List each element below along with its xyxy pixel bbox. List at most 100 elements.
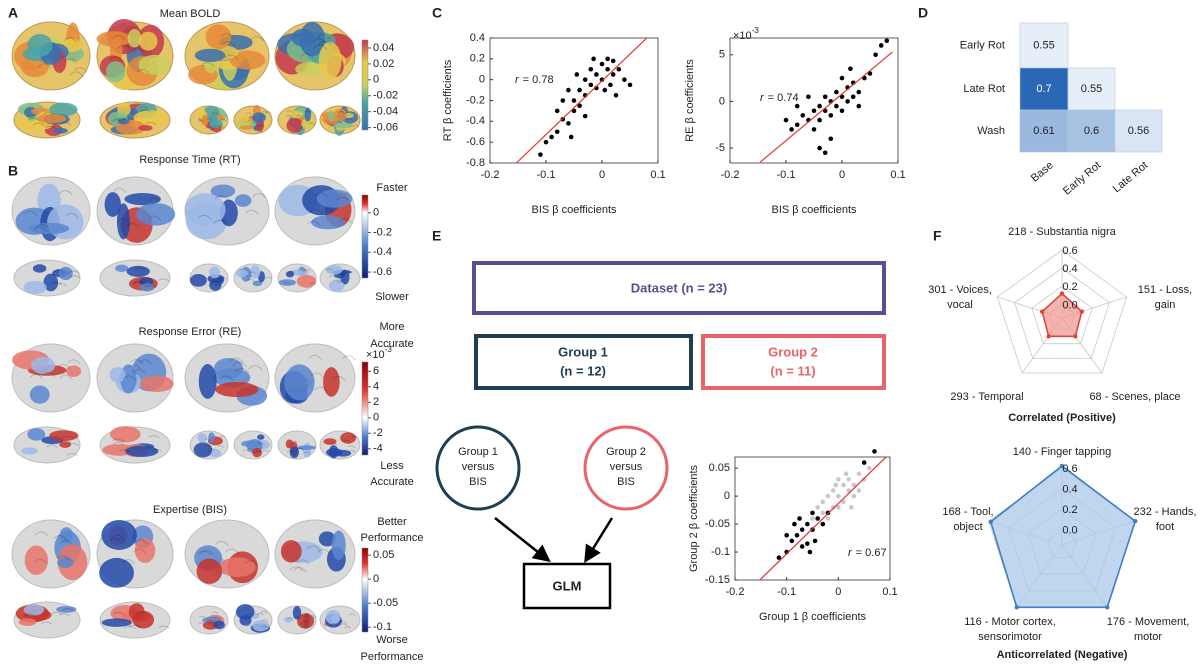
colorbar-tick-label: 0.02 (373, 58, 394, 70)
brain-blob (184, 193, 226, 226)
x-tick-label: 0 (839, 169, 845, 181)
brain-blob (18, 618, 37, 627)
brain-blob (318, 531, 336, 547)
point (836, 493, 841, 499)
brain-sulcus (224, 548, 240, 554)
brain-blob (295, 62, 325, 77)
colorbar-top-label: More (379, 321, 404, 333)
brain-blob (66, 365, 82, 377)
radar-point (1014, 605, 1019, 610)
brain-blob (286, 118, 304, 133)
brain-sulcus (252, 193, 267, 199)
y-tick-label: 0 (479, 74, 485, 86)
colorbar-bottom-label: Worse (376, 634, 408, 646)
annotation-symbol: r (848, 547, 853, 559)
y-tick-label: -5 (715, 142, 725, 154)
brain-sulcus (133, 548, 147, 554)
brain-blob (37, 113, 67, 124)
column-label: Early Rot (1061, 159, 1103, 197)
brain-blob (43, 273, 59, 292)
point (822, 94, 828, 100)
point (811, 108, 817, 114)
cell-label: 0.7 (1036, 83, 1051, 95)
annotation-text: = 0.78 (523, 74, 554, 86)
group1-box (474, 334, 693, 390)
point (588, 66, 594, 72)
cell-label: 0.61 (1033, 125, 1054, 137)
group2-label: Group 2 (768, 344, 818, 359)
brain-sulcus (42, 111, 55, 116)
brain-sulcus (261, 619, 269, 622)
brain-sulcus (265, 276, 273, 280)
arrow (584, 517, 614, 563)
x-tick-label: -0.1 (777, 586, 796, 598)
brain-blob (27, 33, 53, 57)
brain-sulcus (50, 281, 63, 285)
colorbar-tick-label: 0 (373, 74, 379, 86)
brain-sulcus (296, 447, 304, 451)
brain-sulcus (337, 281, 345, 284)
point (805, 541, 810, 546)
colorbar (361, 194, 369, 279)
point (577, 87, 582, 93)
point (566, 87, 571, 93)
point (884, 38, 890, 44)
brain-sulcus (59, 374, 73, 380)
brain-blob (104, 192, 121, 217)
brain-blob (135, 203, 176, 226)
brain-sulcus (310, 372, 324, 378)
brain-sulcus (59, 190, 73, 196)
brain-view (189, 430, 229, 460)
annotation-symbol: r (515, 74, 520, 86)
brain-sulcus (70, 71, 84, 77)
brain-sulcus (245, 112, 252, 115)
brain-sulcus (59, 122, 71, 126)
brain-blob (333, 122, 354, 129)
brain-sulcus (348, 450, 356, 453)
brain-sulcus (308, 354, 322, 361)
y-tick-label: -0.4 (466, 115, 485, 127)
brain-blob (138, 54, 171, 75)
brain-blob (110, 426, 141, 443)
point (867, 465, 872, 471)
brain-sulcus (36, 224, 50, 230)
brain-sulcus (212, 112, 219, 115)
brain-blob (296, 274, 317, 288)
brain-blob (105, 61, 126, 82)
contrast2-line: BIS (617, 476, 635, 488)
brain-sulcus (68, 270, 80, 274)
brain-blob (280, 540, 302, 563)
brain-view (274, 519, 356, 589)
brain-sulcus (34, 558, 48, 565)
brain-sulcus (42, 371, 56, 378)
brain-view (319, 430, 361, 460)
brain-sulcus (296, 448, 304, 451)
radar-point (1059, 463, 1065, 469)
brain-view (184, 21, 270, 91)
brain-view (189, 263, 229, 293)
point (566, 121, 571, 126)
point (554, 108, 560, 114)
contrast2-line: Group 2 (606, 446, 646, 458)
point (543, 139, 549, 145)
brain-view (233, 104, 273, 135)
brain-sulcus (213, 219, 228, 226)
brain-blob (234, 194, 252, 207)
point (828, 113, 834, 118)
brain-view (319, 105, 361, 136)
brain-blob (58, 266, 73, 281)
brain-sulcus (131, 47, 145, 53)
map-title: Response Error (RE) (139, 326, 242, 338)
brain-sulcus (242, 449, 250, 453)
brain-view (96, 18, 174, 91)
brain-blob (325, 265, 343, 275)
dataset-label: Dataset (n = 23) (631, 280, 727, 295)
brain-sulcus (114, 117, 127, 122)
group2-box (701, 334, 886, 390)
point (845, 99, 850, 104)
brain-blob (20, 57, 49, 78)
x-tick-label: -0.2 (481, 169, 500, 181)
brain-blob (139, 31, 158, 51)
brain-sulcus (147, 197, 161, 203)
point (817, 103, 822, 109)
